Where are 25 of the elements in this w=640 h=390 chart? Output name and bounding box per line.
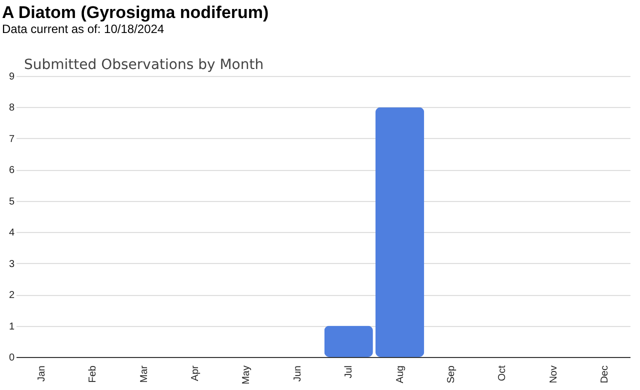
y-tick-label: 5 xyxy=(8,196,15,208)
x-tick-label: Mar xyxy=(138,364,150,383)
x-tick-label: Jan xyxy=(36,366,48,382)
x-tick-label: Jul xyxy=(344,366,355,378)
x-tick-label: Oct xyxy=(497,365,508,382)
x-tick-label: Aug xyxy=(394,366,406,384)
y-tick-label: 0 xyxy=(8,352,15,364)
chart-subtitle: Data current as of: 10/18/2024 xyxy=(2,22,164,36)
x-tick-label: Feb xyxy=(88,365,99,383)
chart-title: A Diatom (Gyrosigma nodiferum) xyxy=(2,3,269,22)
y-tick-label: 8 xyxy=(8,102,15,114)
text: Submitted Observations by Month xyxy=(24,57,264,73)
y-tick-label: 6 xyxy=(8,165,15,176)
x-tick-label: Nov xyxy=(548,366,560,384)
y-tick-label: 7 xyxy=(8,134,15,145)
x-tick-label: May xyxy=(241,366,252,384)
x-tick-label: Jun xyxy=(292,366,304,382)
x-tick-label: Apr xyxy=(190,364,201,382)
x-tick-label: Dec xyxy=(600,366,611,384)
x-tick-label: Sep xyxy=(446,365,458,384)
y-tick-label: 2 xyxy=(8,290,15,302)
y-tick-label: 1 xyxy=(8,321,15,332)
y-tick-label: 9 xyxy=(8,72,15,82)
y-tick-label: 3 xyxy=(8,258,15,270)
y-tick-label: 4 xyxy=(8,228,15,239)
